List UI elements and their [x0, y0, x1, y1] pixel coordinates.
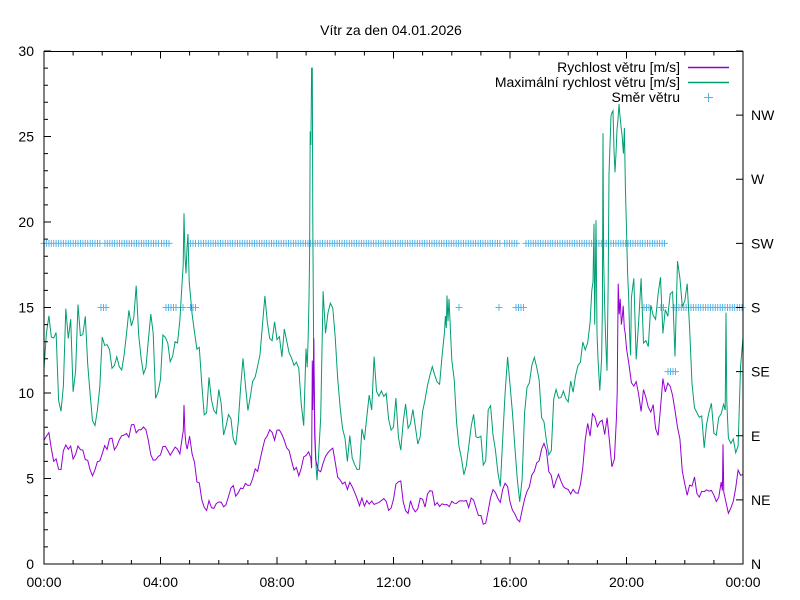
svg-text:NW: NW — [751, 107, 775, 123]
svg-text:00:00: 00:00 — [725, 574, 760, 590]
svg-text:5: 5 — [26, 471, 34, 487]
svg-text:15: 15 — [18, 300, 34, 316]
svg-text:SW: SW — [751, 235, 774, 251]
svg-text:Směr větru: Směr větru — [612, 89, 680, 105]
svg-text:00:00: 00:00 — [26, 574, 61, 590]
svg-text:Vítr za den 04.01.2026: Vítr za den 04.01.2026 — [320, 22, 462, 38]
svg-text:W: W — [751, 171, 765, 187]
svg-text:SE: SE — [751, 364, 770, 380]
svg-text:12:00: 12:00 — [376, 574, 411, 590]
svg-text:04:00: 04:00 — [143, 574, 178, 590]
svg-text:30: 30 — [18, 43, 34, 59]
svg-text:S: S — [751, 300, 760, 316]
svg-text:Maximální rychlost větru [m/s]: Maximální rychlost větru [m/s] — [495, 74, 680, 90]
svg-text:N: N — [751, 556, 761, 572]
svg-text:Rychlost větru [m/s]: Rychlost větru [m/s] — [557, 59, 680, 75]
svg-text:08:00: 08:00 — [259, 574, 294, 590]
svg-text:0: 0 — [26, 556, 34, 572]
svg-text:25: 25 — [18, 129, 34, 145]
svg-text:E: E — [751, 428, 760, 444]
svg-text:20: 20 — [18, 214, 34, 230]
svg-text:20:00: 20:00 — [609, 574, 644, 590]
svg-text:16:00: 16:00 — [492, 574, 527, 590]
svg-text:NE: NE — [751, 492, 770, 508]
svg-text:10: 10 — [18, 385, 34, 401]
